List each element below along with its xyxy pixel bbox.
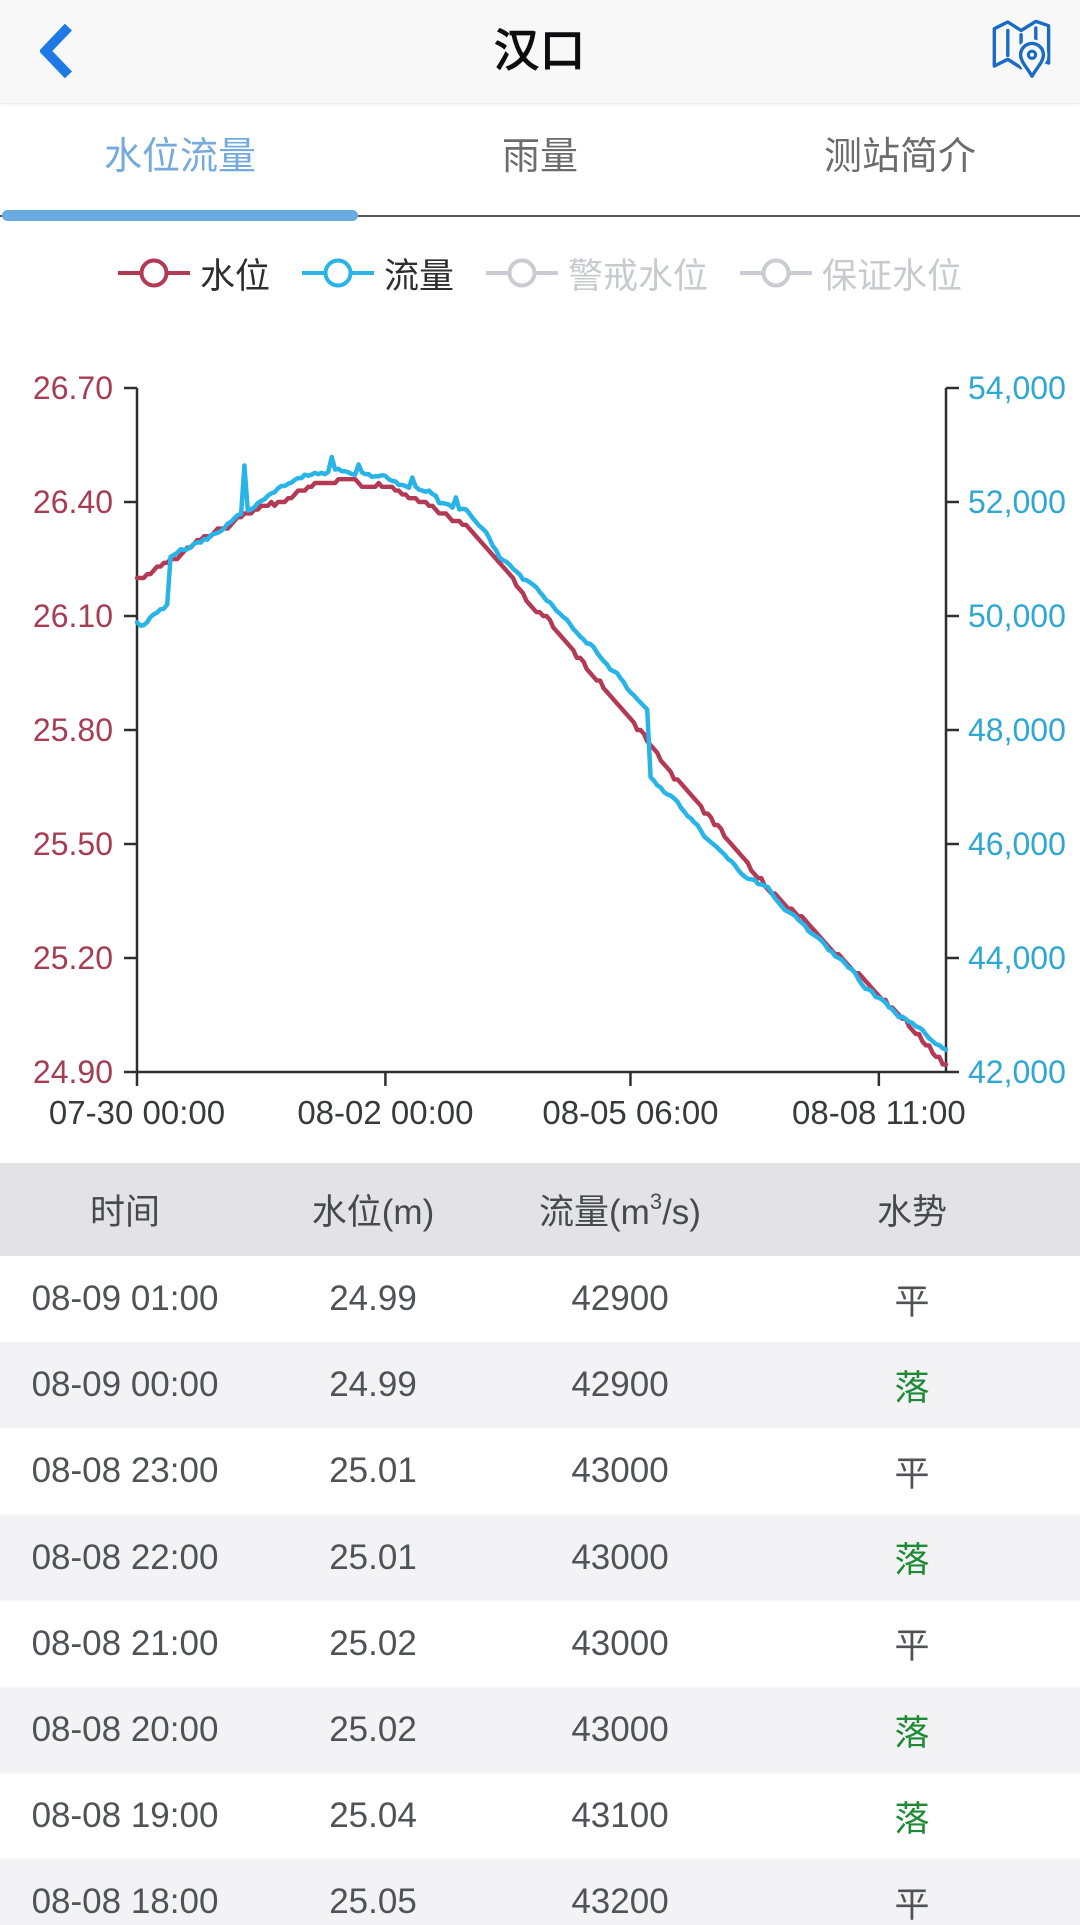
cell-level: 25.02 [329,1710,417,1750]
navbar: 汉口 [0,0,1080,104]
table-row-4: 08-08 21:00 25.02 43000 平 [0,1600,1080,1687]
page-title: 汉口 [493,25,586,76]
left-axis-label: 26.70 [33,370,113,406]
table-row-5: 08-08 20:00 25.02 43000 落 [0,1686,1080,1774]
chevron-left-icon [40,24,72,78]
cell-trend: 落 [894,1368,930,1408]
location-pin [1016,39,1048,81]
cell-flow: 42900 [571,1279,669,1319]
legend-label: 警戒水位 [568,256,709,296]
tab-bar: 水位流量 雨量 测站简介 [0,105,1080,221]
x-axis-label: 08-05 06:00 [542,1094,718,1131]
cell-trend: 落 [894,1799,930,1839]
legend-item-warning-level[interactable]: 警戒水位 [486,248,708,299]
back-button[interactable] [40,24,74,78]
cell-trend: 平 [894,1454,930,1494]
legend-label: 流量 [383,256,454,296]
cell-trend: 平 [894,1627,930,1667]
tab-station-info[interactable]: 测站简介 [823,136,976,178]
column-header-3: 水势 [876,1193,947,1232]
left-axis-label: 25.80 [33,712,113,748]
legend-item-guaranteed-level[interactable]: 保证水位 [740,248,962,299]
left-axis-label: 24.90 [33,1054,113,1090]
cell-level: 25.01 [329,1451,417,1491]
cell-flow: 43000 [571,1451,669,1491]
cell-time: 08-08 19:00 [31,1796,219,1836]
cell-time: 08-09 00:00 [31,1365,219,1405]
chart-legend: 水位 流量 警戒水位 保证水位 [0,230,1080,316]
left-axis-label: 25.20 [33,940,113,976]
tab-rainfall[interactable]: 雨量 [501,136,578,178]
cell-level: 24.99 [329,1279,417,1319]
cell-flow: 43000 [571,1623,669,1663]
cell-level: 24.99 [329,1365,417,1405]
cell-flow: 43000 [571,1710,669,1750]
cell-level: 25.04 [329,1796,417,1836]
table-row-3: 08-08 22:00 25.01 43000 落 [0,1514,1080,1601]
cell-level: 25.05 [329,1882,417,1922]
table-body: 08-09 01:00 24.99 42900 平 08-09 00:00 24.99 42… [0,1256,1080,1925]
column-header-1: 水位(m) [311,1193,435,1232]
cell-flow: 43000 [571,1537,669,1577]
cell-flow: 43200 [571,1882,669,1922]
level-flow-chart: 26.70 54,000 26.40 52,000 26.10 50,000 25.80 48… [0,330,1080,1164]
column-header-0: 时间 [89,1193,160,1232]
table-row-2: 08-08 23:00 25.01 43000 平 [0,1428,1080,1515]
x-axis-label: 08-02 00:00 [297,1094,473,1131]
readings-table: 时间 水位(m) 流量(m3/s) 水势 08-09 01:00 24.99 42900 平… [0,1163,1080,1925]
legend-item-water-level[interactable]: 水位 [117,248,270,299]
legend-label: 水位 [199,256,270,296]
cell-level: 25.01 [329,1537,417,1577]
chart-canvas: 26.70 54,000 26.40 52,000 26.10 50,000 25.80 48… [33,370,1066,1131]
left-axis-label: 26.10 [33,598,113,634]
series-line-0 [134,477,949,1067]
map-button[interactable] [990,18,1052,86]
axis-frame [135,388,948,1074]
cell-time: 08-08 22:00 [31,1537,219,1577]
cell-flow: 42900 [571,1365,669,1405]
right-axis-label: 44,000 [968,940,1066,976]
table-header-row: 时间 水位(m) 流量(m3/s) 水势 [0,1163,1080,1256]
cell-time: 08-09 01:00 [31,1279,219,1319]
right-axis-label: 48,000 [968,712,1066,748]
map-location-icon [992,19,1051,70]
legend-label: 保证水位 [822,256,963,296]
right-axis-label: 52,000 [968,484,1066,520]
cell-time: 08-08 20:00 [31,1710,219,1750]
column-header-2: 流量(m3/s) [539,1189,701,1232]
right-axis-label: 54,000 [968,370,1066,406]
table-row-1: 08-09 00:00 24.99 42900 落 [0,1342,1080,1429]
right-axis-label: 46,000 [968,826,1066,862]
cell-flow: 43100 [571,1796,669,1836]
table-row-0: 08-09 01:00 24.99 42900 平 [0,1256,1080,1343]
series-line-1 [134,454,949,1053]
table-row-6: 08-08 19:00 25.04 43100 落 [0,1773,1080,1860]
cell-time: 08-08 18:00 [31,1882,219,1922]
right-axis-label: 50,000 [968,598,1066,634]
legend-marker-icon [301,258,374,288]
cell-trend: 落 [894,1541,930,1581]
table-row-7: 08-08 18:00 25.05 43200 平 [0,1859,1080,1925]
left-axis-label: 26.40 [33,484,113,520]
cell-level: 25.02 [329,1623,417,1663]
left-axis-label: 25.50 [33,826,113,862]
legend-marker-icon [486,258,558,288]
x-axis-label: 08-08 11:00 [792,1094,966,1131]
x-axis-label: 07-30 00:00 [49,1094,225,1131]
right-axis-label: 42,000 [968,1054,1066,1090]
cell-trend: 落 [894,1713,930,1753]
cell-trend: 平 [894,1885,930,1925]
legend-marker-icon [740,258,813,288]
cell-time: 08-08 23:00 [31,1451,219,1491]
tab-level-flow[interactable]: 水位流量 [0,105,360,221]
legend-item-flow[interactable]: 流量 [301,248,454,299]
cell-trend: 平 [894,1282,930,1322]
cell-time: 08-08 21:00 [31,1623,219,1663]
legend-marker-icon [117,258,190,288]
